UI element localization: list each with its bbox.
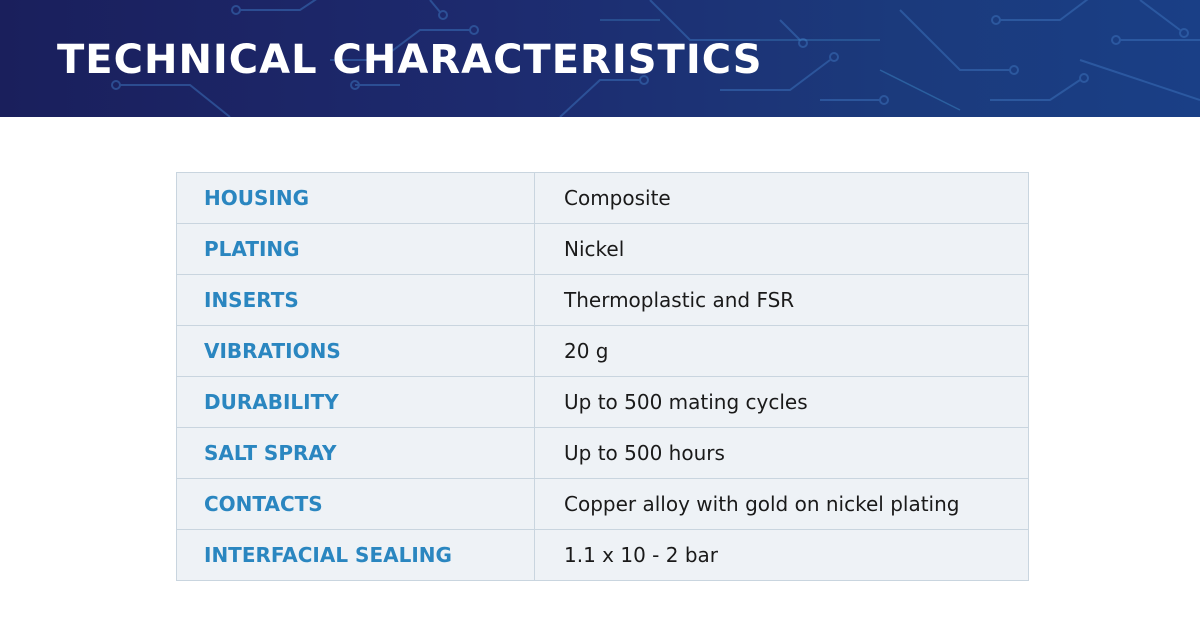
spec-label: PLATING <box>176 223 535 275</box>
circuit-pattern-icon <box>111 0 1200 117</box>
table-row: PLATING Nickel <box>176 223 1029 275</box>
spec-value: 1.1 x 10 - 2 bar <box>534 529 1029 581</box>
spec-value: 20 g <box>534 325 1029 377</box>
spec-value: Composite <box>534 172 1029 224</box>
spec-label: CONTACTS <box>176 478 535 530</box>
spec-value: Thermoplastic and FSR <box>534 274 1029 326</box>
spec-label: INSERTS <box>176 274 535 326</box>
table-row: INSERTS Thermoplastic and FSR <box>176 274 1029 326</box>
spec-label: DURABILITY <box>176 376 535 428</box>
table-row: HOUSING Composite <box>176 172 1029 224</box>
spec-value: Nickel <box>534 223 1029 275</box>
spec-label: SALT SPRAY <box>176 427 535 479</box>
spec-label: INTERFACIAL SEALING <box>176 529 535 581</box>
specifications-table: HOUSING Composite PLATING Nickel INSERTS… <box>176 172 1029 581</box>
table-row: INTERFACIAL SEALING 1.1 x 10 - 2 bar <box>176 529 1029 581</box>
spec-label: HOUSING <box>176 172 535 224</box>
table-row: CONTACTS Copper alloy with gold on nicke… <box>176 478 1029 530</box>
spec-value: Up to 500 hours <box>534 427 1029 479</box>
spec-label: VIBRATIONS <box>176 325 535 377</box>
page-title: TECHNICAL CHARACTERISTICS <box>57 37 763 83</box>
table-row: DURABILITY Up to 500 mating cycles <box>176 376 1029 428</box>
header-banner: TECHNICAL CHARACTERISTICS <box>0 0 1200 117</box>
table-row: SALT SPRAY Up to 500 hours <box>176 427 1029 479</box>
spec-value: Up to 500 mating cycles <box>534 376 1029 428</box>
table-row: VIBRATIONS 20 g <box>176 325 1029 377</box>
spec-value: Copper alloy with gold on nickel plating <box>534 478 1029 530</box>
